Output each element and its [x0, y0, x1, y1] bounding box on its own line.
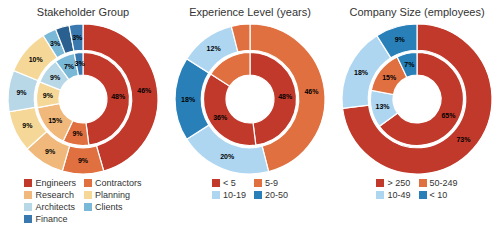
svg-text:12%: 12%: [207, 45, 222, 52]
html-text:Planning: Planning: [95, 190, 130, 200]
svg-text:10%: 10%: [29, 56, 44, 63]
svg-text:13%: 13%: [376, 103, 391, 110]
svg-text:7%: 7%: [64, 63, 75, 70]
svg-text:9%: 9%: [43, 92, 54, 99]
svg-text:46%: 46%: [304, 88, 319, 95]
svg-text:9%: 9%: [16, 89, 27, 96]
svg-text:7%: 7%: [404, 61, 415, 68]
html-text:50-249: 50-249: [429, 178, 458, 188]
html-text:Research: Research: [35, 190, 74, 200]
svg-text:73%: 73%: [456, 136, 471, 143]
svg-text:46%: 46%: [137, 87, 152, 94]
html-text:Engineers: Engineers: [35, 178, 76, 188]
html-text:Finance: Finance: [35, 214, 68, 224]
svg-text:9%: 9%: [72, 130, 83, 137]
svg-text:9%: 9%: [22, 122, 33, 129]
svg-text:15%: 15%: [48, 117, 63, 124]
svg-text:3%: 3%: [75, 60, 86, 67]
svg-text:65%: 65%: [441, 112, 456, 119]
html-text:< 5: < 5: [223, 178, 236, 188]
html-text:Contractors: Contractors: [95, 178, 142, 188]
html-text:Clients: Clients: [95, 202, 123, 212]
html-text:10-19: 10-19: [223, 190, 246, 200]
svg-text:20%: 20%: [220, 153, 235, 160]
svg-text:9%: 9%: [78, 157, 89, 164]
svg-text:3%: 3%: [72, 34, 83, 41]
html-text:5-9: 5-9: [265, 178, 278, 188]
svg-text:9%: 9%: [50, 74, 61, 81]
html-text:< 10: < 10: [429, 190, 448, 200]
html-text:Company Size (employees): Company Size (employees): [349, 6, 485, 18]
html-text:> 250: > 250: [387, 178, 411, 188]
svg-text:48%: 48%: [111, 93, 126, 100]
svg-text:9%: 9%: [395, 36, 406, 43]
html-text:20-50: 20-50: [265, 190, 288, 200]
html-text:Architects: Architects: [35, 202, 75, 212]
svg-text:48%: 48%: [278, 93, 293, 100]
svg-text:18%: 18%: [354, 69, 369, 76]
svg-text:36%: 36%: [213, 114, 228, 121]
svg-text:3%: 3%: [50, 40, 61, 47]
svg-text:9%: 9%: [45, 148, 56, 155]
svg-text:18%: 18%: [181, 96, 196, 103]
svg-text:15%: 15%: [382, 74, 397, 81]
html-text:10-49: 10-49: [387, 190, 411, 200]
html-text:Stakeholder Group: Stakeholder Group: [36, 6, 130, 18]
html-text:Experience Level (years): Experience Level (years): [189, 6, 311, 18]
